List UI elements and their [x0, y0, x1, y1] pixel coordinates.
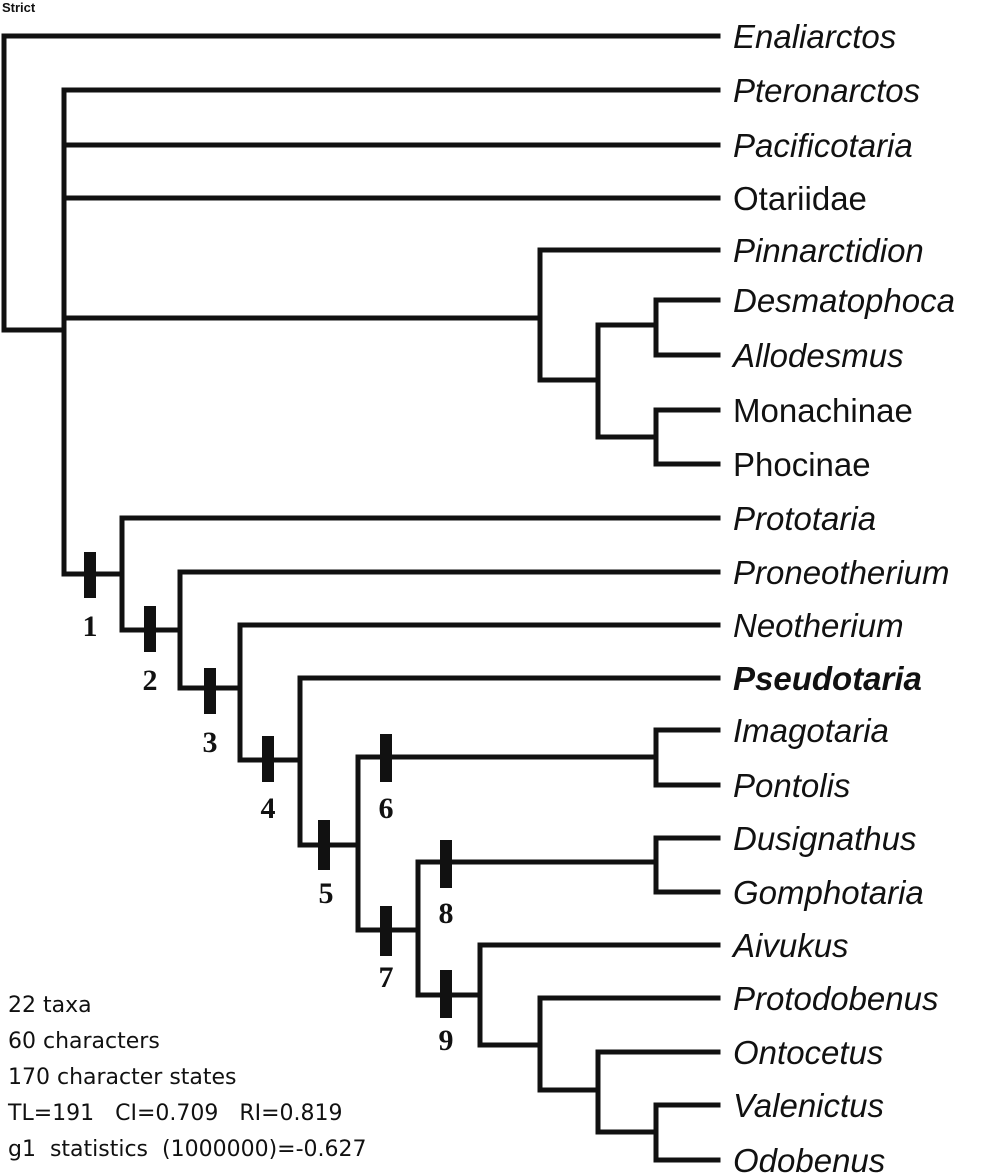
taxon-label-protodobenus: Protodobenus — [733, 980, 939, 1017]
taxon-label-pontolis: Pontolis — [733, 767, 850, 804]
taxon-label-prototaria: Prototaria — [733, 500, 876, 537]
stat-characters: 60 characters — [8, 1029, 160, 1054]
taxon-label-pacificotaria: Pacificotaria — [733, 127, 913, 164]
taxon-label-desmatophoca: Desmatophoca — [733, 282, 955, 319]
taxon-label-dusignathus: Dusignathus — [733, 820, 916, 857]
node-ticks — [84, 552, 452, 1018]
taxon-label-ontocetus: Ontocetus — [733, 1034, 883, 1071]
branch-enaliarctos — [1, 33, 721, 333]
taxon-label-imagotaria: Imagotaria — [733, 712, 889, 749]
branch-desmato-phocid-vertical — [595, 322, 659, 440]
taxon-label-valenictus: Valenictus — [733, 1087, 884, 1124]
node-label-5: 5 — [319, 877, 334, 910]
node-label-7: 7 — [379, 961, 394, 994]
node-tick-6 — [380, 734, 392, 782]
taxon-label-pinnarctidion: Pinnarctidion — [733, 232, 924, 269]
taxon-label-neotherium: Neotherium — [733, 607, 904, 644]
taxon-label-pteronarctos: Pteronarctos — [733, 72, 920, 109]
tree-branches — [1, 33, 721, 1163]
node-tick-5 — [318, 820, 330, 870]
stat-indices: TL=191 CI=0.709 RI=0.819 — [7, 1101, 343, 1126]
taxon-label-pseudotaria: Pseudotaria — [733, 660, 922, 697]
node-labels: 1 2 3 4 5 6 7 8 9 — [83, 610, 454, 1057]
node-tick-3 — [204, 668, 216, 714]
node-tick-4 — [262, 736, 274, 782]
stat-g1: g1 statistics (1000000)=-0.627 — [8, 1137, 367, 1162]
node-label-2: 2 — [143, 664, 158, 697]
node-tick-7 — [380, 906, 392, 956]
taxon-label-proneotherium: Proneotherium — [733, 554, 949, 591]
node-tick-9 — [440, 970, 452, 1018]
taxon-label-allodesmus: Allodesmus — [731, 337, 904, 374]
node-label-1: 1 — [83, 610, 98, 643]
taxon-label-monachinae: Monachinae — [733, 392, 913, 429]
node-tick-8 — [440, 840, 452, 888]
taxon-labels: Enaliarctos Pteronarctos Pacificotaria Otar… — [731, 18, 955, 1176]
tree-statistics: 22 taxa 60 characters 170 character stat… — [7, 993, 367, 1162]
taxon-label-otariidae: Otariidae — [733, 180, 867, 217]
node-tick-2 — [144, 606, 156, 652]
node-label-8: 8 — [439, 897, 454, 930]
stat-taxa: 22 taxa — [8, 993, 92, 1018]
node-label-9: 9 — [439, 1024, 454, 1057]
taxon-label-phocinae: Phocinae — [733, 446, 871, 483]
stat-character-states: 170 character states — [8, 1065, 237, 1090]
node-label-3: 3 — [203, 726, 218, 759]
node-tick-1 — [84, 552, 96, 598]
taxon-label-odobenus: Odobenus — [733, 1142, 885, 1176]
taxon-label-aivukus: Aivukus — [731, 927, 849, 964]
tree-title: Strict — [2, 0, 36, 15]
node-label-6: 6 — [379, 792, 394, 825]
taxon-label-gomphotaria: Gomphotaria — [733, 874, 924, 911]
node-label-4: 4 — [261, 792, 276, 825]
branch-phocoid-vertical — [537, 247, 601, 383]
taxon-label-enaliarctos: Enaliarctos — [733, 18, 896, 55]
